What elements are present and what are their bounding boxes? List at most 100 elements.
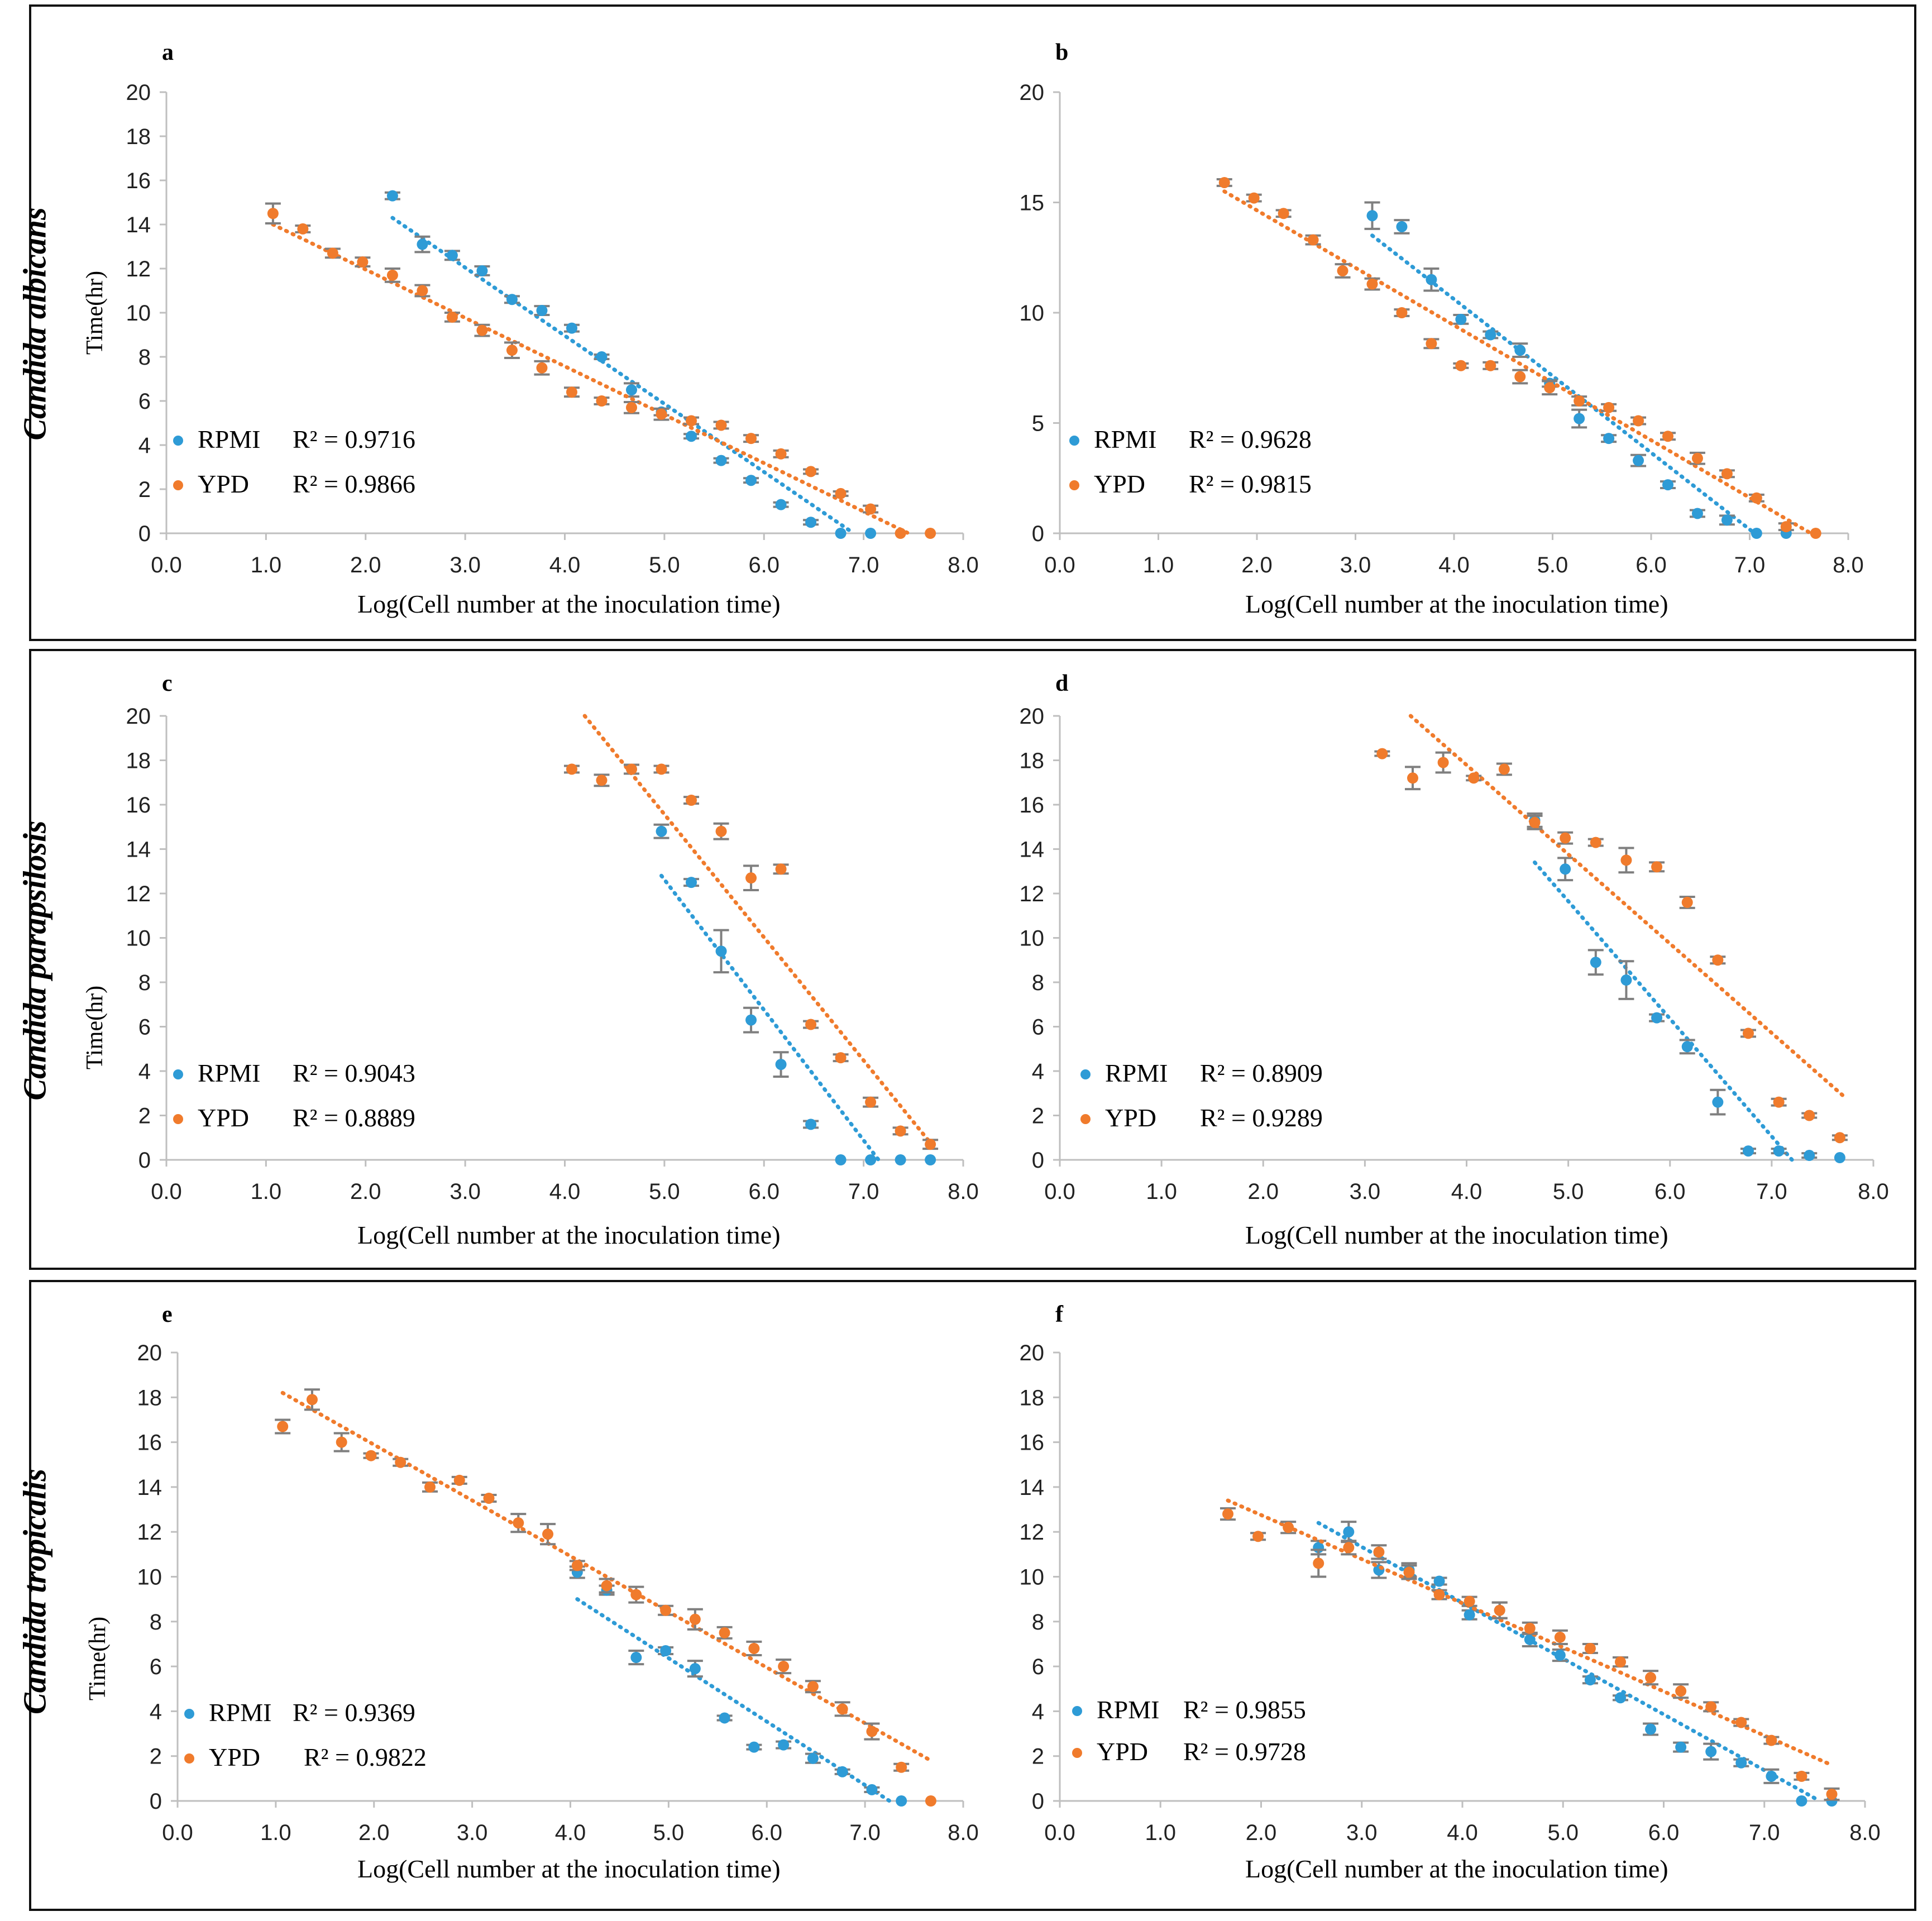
legend-item-ypd: YPD R² = 0.8889 [173,1103,415,1132]
y-tick-label: 5 [1032,412,1044,436]
trendline-rpmi [1370,233,1757,536]
data-point-ypd [1283,1522,1294,1533]
data-point-ypd [1222,1508,1234,1520]
x-tick-label: 2.0 [350,553,381,577]
legend-series-name: YPD [198,470,250,498]
data-point-ypd [745,433,757,445]
y-tick-label: 14 [126,838,151,862]
data-point-rpmi [1584,1674,1596,1686]
data-point-rpmi [775,1059,787,1071]
legend-marker [173,436,183,446]
data-point-ypd [1633,415,1644,427]
legend-marker [1080,1069,1091,1079]
data-point-ypd [1464,1595,1475,1607]
data-point-ypd [1651,861,1663,873]
panel-letter: a [162,40,174,65]
data-point-ypd [896,1761,907,1773]
legend-marker [1072,1706,1082,1716]
data-point-rpmi [1735,1757,1747,1769]
legend-item-ypd: YPD R² = 0.9289 [1080,1103,1323,1132]
x-tick-label: 6.0 [1648,1820,1680,1845]
y-tick-label: 2 [138,477,151,502]
row-frame-parapsilosis [29,649,1916,1270]
x-tick-label: 3.0 [449,553,481,577]
data-point-ypd [1252,1531,1264,1542]
y-tick-label: 14 [126,213,151,237]
data-point-rpmi [566,322,577,334]
data-point-rpmi [1620,974,1632,986]
data-point-ypd [1751,492,1762,504]
x-tick-label: 1.0 [251,553,282,577]
data-point-ypd [807,1681,819,1693]
data-point-ypd [719,1627,730,1638]
y-tick-label: 10 [126,926,151,951]
data-point-rpmi [1773,1145,1785,1157]
data-point-ypd [1278,208,1289,219]
data-point-ypd [656,763,667,775]
scatter-plot: 0.0 1.0 2.0 3.0 4.0 5.0 6.0 7.0 8.0 0 2 4 6 8 10 12 14 16… [137,1341,979,1845]
data-point-rpmi [1590,957,1601,968]
data-point-rpmi [1712,1096,1724,1108]
data-point-ypd [1645,1672,1657,1684]
x-tick-label: 5.0 [1547,1820,1579,1845]
data-point-rpmi [1554,1650,1566,1661]
x-tick-label: 3.0 [449,1179,481,1204]
x-axis-label: Log(Cell number at the inoculation time) [1245,1221,1668,1249]
data-point-ypd [566,386,577,398]
x-tick-label: 3.0 [1350,1179,1381,1204]
legend-item-rpmi: RPMI R² = 0.9855 [1072,1695,1306,1724]
legend-series-name: YPD [1094,470,1146,498]
data-point-rpmi [1343,1526,1355,1538]
data-point-rpmi [1751,528,1762,539]
data-point-ypd [1433,1589,1445,1600]
y-tick-label: 10 [1020,926,1045,951]
data-point-rpmi [417,238,428,250]
trendline-ypd [1222,189,1813,536]
legend-series-name: YPD [198,1103,250,1132]
chart-panel-f: f Log(Cell number at the inoculation tim… [972,1279,1921,1915]
x-tick-label: 6.0 [748,1179,780,1204]
y-tick-label: 8 [1032,1610,1044,1635]
y-tick-label: 4 [138,433,151,458]
trendline-ypd [1408,714,1845,1098]
data-point-ypd [1826,1788,1838,1800]
y-tick-label: 6 [1032,1655,1044,1679]
data-point-ypd [836,1703,848,1715]
y-tick-label: 12 [137,1520,162,1545]
row-frame-albicans [29,4,1916,641]
y-tick-label: 12 [126,882,151,906]
data-point-rpmi [1603,433,1615,445]
y-tick-label: 0 [150,1789,162,1814]
data-point-ypd [506,345,518,356]
data-point-rpmi [1574,413,1585,424]
y-tick-label: 0 [1032,1148,1044,1173]
data-point-rpmi [715,455,727,466]
data-point-ypd [542,1528,554,1540]
data-point-rpmi [1691,508,1703,519]
x-tick-label: 3.0 [1340,553,1371,577]
data-point-ypd [1426,338,1437,350]
y-tick-label: 2 [1032,1104,1044,1129]
data-point-ypd [1529,816,1541,828]
data-point-ypd [1366,278,1378,290]
data-point-ypd [1620,854,1632,866]
legend-item-rpmi: RPMI R² = 0.8909 [1080,1058,1323,1088]
y-tick-label: 6 [138,1015,151,1040]
y-tick-label: 8 [138,971,151,995]
chart-panel-e: e Time(hr) Log(Cell number at the inocul… [0,1279,979,1915]
legend-series-name: YPD [209,1743,261,1771]
data-point-ypd [483,1492,495,1504]
chart-panel-c: c Time(hr) Log(Cell number at the inocul… [0,648,979,1273]
data-point-ypd [626,402,638,413]
data-point-rpmi [805,1119,817,1130]
legend-r2: R² = 0.9289 [1200,1103,1323,1132]
legend-series-name: RPMI [1097,1695,1160,1724]
y-tick-label: 20 [137,1341,162,1365]
panel-letter: c [162,671,173,696]
data-point-ypd [1544,382,1556,394]
data-point-rpmi [1396,221,1408,232]
data-point-rpmi [925,1154,936,1165]
data-point-rpmi [1705,1746,1717,1757]
legend-marker [1080,1114,1091,1124]
x-tick-label: 3.0 [457,1820,488,1845]
